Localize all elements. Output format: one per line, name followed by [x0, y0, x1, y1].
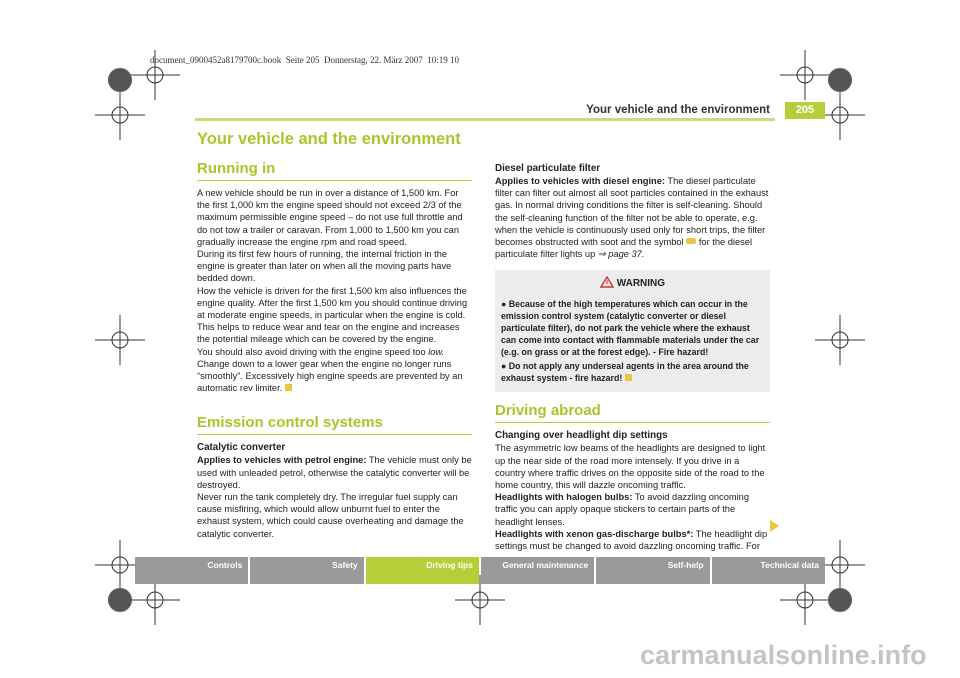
chapter-tab: Driving tips: [365, 557, 479, 584]
text: The headlight dip settings must be chang…: [495, 528, 768, 552]
lead: Headlights with xenon gas-discharge bulb…: [495, 528, 694, 539]
subheading: Catalytic converter: [197, 442, 286, 454]
text: To avoid dazzling oncoming traffic you c…: [495, 492, 750, 527]
lead: Applies to vehicles with petrol engine:: [197, 455, 367, 466]
text: Because of the high temperatures which c…: [501, 299, 760, 358]
chapter-tabs: Controls Safety Driving tips General mainte…: [135, 557, 825, 584]
warning-header: WARNING: [501, 276, 764, 290]
paragraph: A new vehicle should be run in over a di…: [197, 188, 463, 247]
section-heading: Driving abroad: [495, 402, 770, 424]
print-header: document_0900452a8179700c.book Seite 205…: [150, 55, 459, 65]
end-mark: [625, 374, 633, 382]
paragraph: Headlights with xenon gas-discharge bulb…: [495, 528, 770, 552]
diesel-filter-symbol: [686, 238, 697, 245]
text: Change down to a lower gear when the eng…: [197, 358, 463, 394]
watermark: carmanualsonline.info: [640, 640, 927, 670]
warning-title: WARNING: [616, 278, 666, 290]
page-reference: ⇒ page 37.: [597, 249, 645, 260]
paragraph: Applies to vehicles with diesel engine: …: [495, 175, 770, 260]
chapter-tab: Technical data: [711, 557, 825, 584]
warning-box: WARNING ● Because of the high temperatur…: [495, 270, 770, 393]
lead: Applies to vehicles with diesel engine:: [495, 176, 665, 186]
lead: Headlights with halogen bulbs:: [495, 492, 633, 503]
warning-icon: [599, 276, 615, 289]
page-title: Your vehicle and the environment: [197, 130, 461, 148]
paragraph: Applies to vehicles with petrol engine: …: [197, 454, 472, 491]
chapter-tab: Self-help: [596, 557, 710, 584]
paragraph: During its first few hours of running, t…: [197, 249, 452, 284]
paragraph: Never run the tank completely dry. The i…: [197, 492, 464, 539]
text: You should also avoid driving with the e…: [197, 346, 426, 357]
header-rule: [195, 118, 775, 121]
subheading: Changing over headlight dip settings: [495, 430, 668, 442]
paragraph: You should also avoid driving with the e…: [197, 346, 472, 395]
warning-item: ● Because of the high temperatures which…: [501, 299, 760, 358]
section-heading: Running in: [197, 160, 472, 181]
text: for the diesel particulate filter lights…: [495, 237, 753, 260]
end-mark: [285, 384, 293, 392]
paragraph: Headlights with halogen bulbs: To avoid …: [495, 491, 770, 528]
section-heading: Emission control systems: [197, 414, 472, 436]
chapter-tab: Safety: [250, 557, 364, 584]
paragraph: The asymmetric low beams of the headligh…: [495, 443, 766, 491]
chapter-tab: Controls: [135, 557, 249, 584]
left-column: Running in A new vehicle should be run i…: [197, 160, 472, 540]
text: Do not apply any underseal agents in the…: [501, 361, 749, 384]
subheading: Diesel particulate filter: [495, 163, 601, 174]
paragraph: How the vehicle is driven for the first …: [197, 285, 468, 345]
warning-item: ● Do not apply any underseal agents in t…: [501, 361, 749, 384]
text: The vehicle must only be used with unlea…: [197, 455, 472, 490]
text: The diesel particulate filter can filter…: [495, 176, 769, 248]
page-number: 205: [785, 102, 825, 119]
emphasis: low.: [428, 346, 445, 357]
running-title: Your vehicle and the environment: [586, 104, 770, 116]
chapter-tab: General maintenance: [480, 557, 595, 584]
right-column: Diesel particulate filter Applies to veh…: [495, 162, 770, 552]
